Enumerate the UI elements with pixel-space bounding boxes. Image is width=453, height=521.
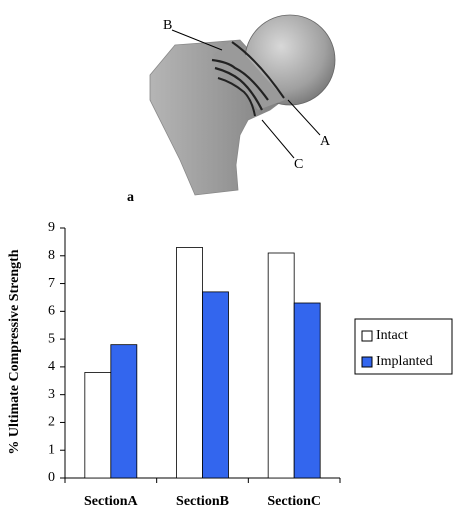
legend-label: Implanted	[376, 354, 433, 369]
label-c: C	[294, 157, 303, 172]
bar	[203, 292, 229, 478]
bar	[177, 247, 203, 478]
y-tick-label: 8	[48, 248, 55, 263]
label-b: B	[163, 18, 172, 33]
label-a: A	[320, 134, 331, 149]
bar	[294, 303, 320, 478]
panel-label: a	[127, 190, 134, 205]
y-tick-label: 6	[48, 304, 55, 319]
x-tick-label: SectionA	[84, 494, 139, 509]
legend-label: Intact	[376, 328, 408, 343]
legend-swatch	[362, 331, 372, 341]
figure: B A C a % Ultimate Compressive Strength …	[0, 0, 453, 521]
y-tick-label: 0	[48, 470, 55, 485]
femur-illustration: B A C a	[127, 15, 335, 205]
legend-swatch	[362, 357, 372, 367]
y-tick-label: 2	[48, 415, 55, 430]
bar	[111, 345, 137, 478]
y-tick-label: 3	[48, 387, 55, 402]
x-tick-label: SectionC	[267, 494, 321, 509]
y-tick-label: 9	[48, 220, 55, 235]
y-axis-label: % Ultimate Compressive Strength	[7, 249, 22, 454]
y-tick-label: 4	[48, 359, 55, 374]
y-tick-label: 5	[48, 331, 55, 346]
y-tick-label: 1	[48, 442, 55, 457]
x-tick-label: SectionB	[176, 494, 229, 509]
bar	[85, 372, 111, 478]
bar	[268, 253, 294, 478]
y-tick-label: 7	[48, 276, 55, 291]
